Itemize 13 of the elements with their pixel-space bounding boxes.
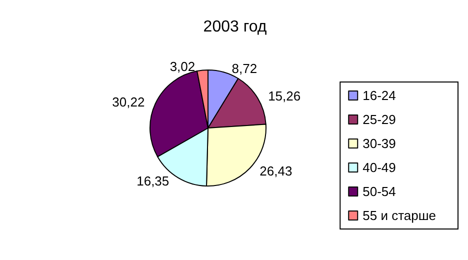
legend-label: 40-49 [362,160,396,175]
legend-label: 25-29 [362,112,396,127]
data-label: 3,02 [170,58,196,74]
data-label: 8,72 [232,60,258,76]
data-label: 30,22 [112,94,145,110]
legend-label: 16-24 [362,88,396,103]
data-label: 15,26 [268,88,301,104]
chart-title: 2003 год [203,18,268,36]
data-label: 16,35 [136,174,170,189]
legend-label: 50-54 [362,184,396,199]
legend-label: 30-39 [362,136,396,151]
data-label: 26,43 [260,163,292,178]
legend-label: 55 и старше [362,208,436,223]
